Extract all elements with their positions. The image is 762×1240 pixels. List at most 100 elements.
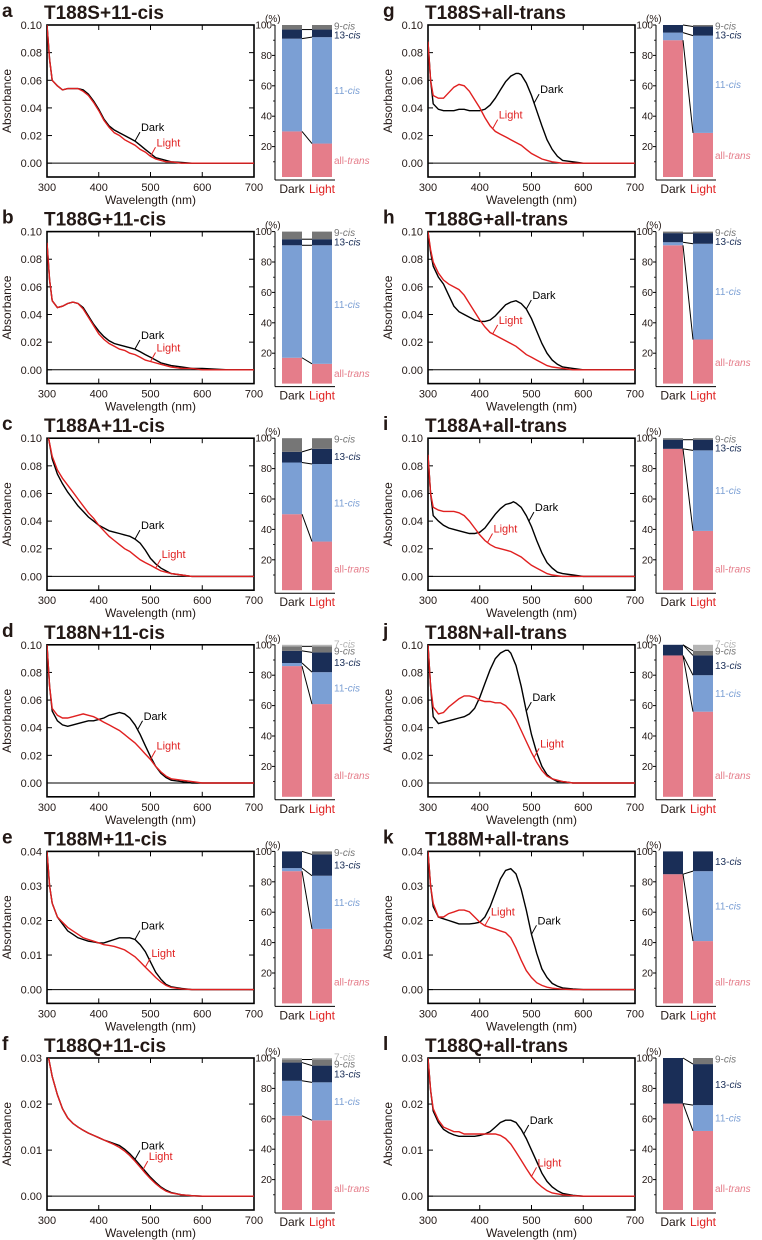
isomer-suffix: trans: [347, 978, 369, 989]
y-tick-label: 0.06: [402, 488, 423, 500]
bar-segment-dark-9-cis: [282, 231, 302, 240]
isomer-suffix: cis: [343, 1060, 355, 1071]
bar-segment-dark-9-cis: [282, 25, 302, 30]
x-tick-label: 500: [522, 1008, 540, 1020]
isomer-suffix: cis: [729, 31, 741, 42]
bar-y-tick-label: 40: [261, 1145, 273, 1156]
isomer-suffix: cis: [348, 1069, 360, 1080]
annotation-light: Light: [157, 137, 181, 149]
bar-y-tick-label: 100: [636, 847, 653, 858]
isomer-prefix: all-: [334, 156, 347, 167]
isomer-label-11-cis: 11-cis: [715, 486, 741, 497]
bar-category-light: Light: [690, 1215, 717, 1229]
bar-segment-dark-11-cis: [282, 1080, 302, 1116]
annotation-dark: Dark: [141, 122, 165, 134]
panel-d: d T188N+11-cis 0.00 0.02 0.04 0.06 0.08 0.10 300…: [0, 621, 370, 827]
x-tick-label: 700: [245, 1008, 263, 1020]
x-axis-label: Wavelength (nm): [486, 1019, 577, 1033]
annotation-leader: [150, 352, 156, 362]
x-tick-label: 600: [574, 182, 592, 194]
y-tick-label: 0.03: [402, 881, 423, 893]
bar-y-tick-label: 20: [642, 1175, 654, 1186]
isomer-suffix: cis: [729, 237, 741, 248]
y-tick-label: 0.00: [402, 778, 423, 790]
bar-category-dark: Dark: [660, 1215, 686, 1229]
series-dark-line: [47, 25, 254, 164]
bar-segment-light-9-cis: [693, 25, 713, 27]
bar-connector: [682, 448, 694, 531]
series-dark-line: [47, 1058, 254, 1197]
y-tick-label: 0.08: [21, 461, 42, 473]
x-tick-label: 400: [471, 802, 489, 814]
bar-segment-light-11-cis: [693, 1105, 713, 1131]
isomer-label-all-trans: all-trans: [715, 358, 751, 369]
isomer-label-13-cis: 13-cis: [334, 238, 361, 249]
annotation-light: Light: [157, 740, 181, 752]
bar-y-unit: (%): [265, 427, 281, 438]
bar-segment-dark-11-cis: [282, 38, 302, 132]
x-tick-label: 500: [141, 389, 159, 401]
isomer-prefix: 9-: [334, 1060, 343, 1071]
bar-segment-light-9-cis: [693, 1058, 713, 1065]
isomer-prefix: 11-: [334, 1097, 348, 1108]
annotation-leader: [492, 324, 499, 335]
y-tick-label: 0.08: [21, 254, 42, 266]
bar-segment-dark-13-cis: [282, 29, 302, 39]
isomer-prefix: all-: [715, 358, 728, 369]
y-tick-label: 0.04: [21, 516, 42, 528]
bar-y-tick-label: 80: [261, 671, 273, 682]
y-tick-label: 0.00: [402, 985, 423, 997]
isomer-label-9-cis: 9-cis: [334, 646, 355, 657]
annotation-dark: Dark: [141, 1140, 165, 1152]
bar-category-light: Light: [309, 1215, 336, 1229]
x-tick-label: 300: [38, 1008, 56, 1020]
isomer-label-7-cis: 7-cis: [715, 639, 736, 650]
x-tick-label: 700: [626, 595, 644, 607]
isomer-prefix: 11-: [715, 689, 729, 700]
isomer-label-13-cis: 13-cis: [715, 31, 742, 42]
panel-letter: a: [2, 1, 13, 22]
annotation-leader: [142, 1160, 149, 1171]
y-tick-label: 0.10: [402, 433, 423, 445]
bar-connector: [682, 655, 694, 712]
y-tick-label: 0.04: [21, 723, 42, 735]
bar-connector: [682, 644, 694, 652]
bar-category-dark: Dark: [660, 182, 686, 196]
isomer-label-all-trans: all-trans: [715, 771, 751, 782]
bar-category-dark: Dark: [279, 389, 305, 403]
x-axis-label: Wavelength (nm): [105, 1019, 196, 1033]
bar-category-dark: Dark: [660, 595, 686, 609]
bar-y-tick-label: 60: [642, 495, 654, 506]
bar-connector: [682, 655, 694, 676]
x-tick-label: 600: [193, 595, 211, 607]
bar-category-dark: Dark: [279, 1008, 305, 1022]
bar-segment-dark-9-cis: [663, 231, 683, 234]
bar-segment-light-11-cis: [693, 871, 713, 942]
bar-segment-dark-all-trans: [282, 514, 302, 591]
bar-category-light: Light: [309, 595, 336, 609]
isomer-suffix: cis: [724, 646, 736, 657]
bar-segment-light-7-cis: [693, 644, 713, 651]
isomer-prefix: 7-: [334, 639, 343, 650]
y-tick-label: 0.00: [402, 1191, 423, 1203]
isomer-label-13-cis: 13-cis: [334, 31, 361, 42]
x-axis-label: Wavelength (nm): [486, 606, 577, 620]
y-tick-label: 0.08: [402, 667, 423, 679]
bar-segment-dark-11-cis: [282, 462, 302, 515]
isomer-label-13-cis: 13-cis: [334, 1069, 361, 1080]
x-tick-label: 400: [471, 595, 489, 607]
x-axis-label: Wavelength (nm): [486, 813, 577, 827]
y-tick-label: 0.04: [402, 103, 423, 115]
y-tick-label: 0.08: [402, 461, 423, 473]
y-tick-label: 0.02: [402, 750, 423, 762]
bar-connector: [301, 650, 313, 653]
y-tick-label: 0.01: [21, 1145, 42, 1157]
bar-segment-light-9-cis: [693, 231, 713, 234]
bar-segment-light-7-cis: [312, 1058, 332, 1060]
bar-y-tick-label: 60: [642, 1114, 654, 1125]
bar-y-unit: (%): [646, 634, 662, 645]
panel-k: k T188M+all-trans 0.00 0.01 0.02 0.03 0.04 300 4…: [381, 827, 751, 1033]
bar-segment-dark-13-cis: [663, 233, 683, 243]
bar-segment-light-all-trans: [312, 541, 332, 591]
isomer-suffix: cis: [343, 1053, 355, 1064]
